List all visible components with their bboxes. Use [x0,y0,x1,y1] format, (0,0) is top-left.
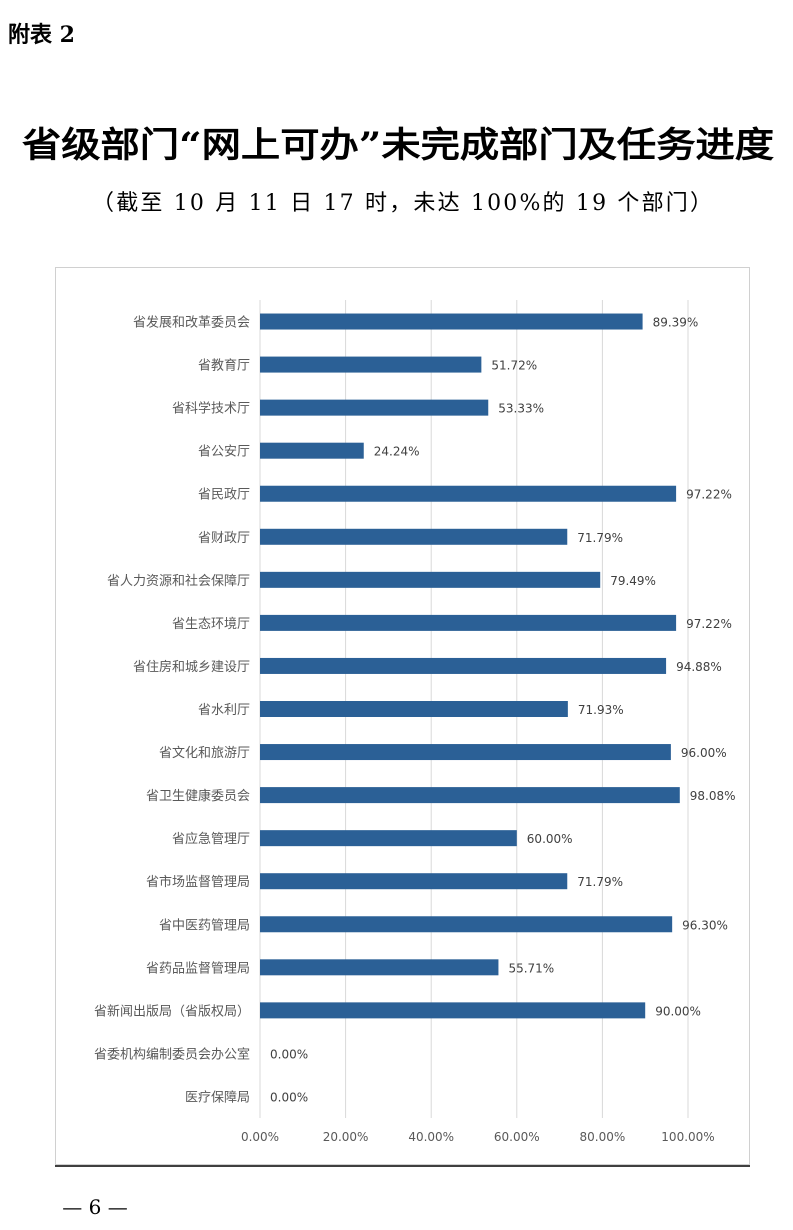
value-label: 71.79% [577,875,623,889]
bar [260,701,568,717]
bar [260,442,364,459]
value-label: 0.00% [270,1090,308,1104]
value-label: 97.22% [686,617,732,631]
value-label: 79.49% [610,574,656,588]
value-label: 55.71% [508,961,554,975]
value-label: 53.33% [498,402,544,416]
category-label: 省文化和旅游厅 [159,746,250,761]
category-label: 省民政厅 [198,488,250,503]
value-label: 90.00% [655,1004,701,1018]
value-label: 96.30% [682,918,728,932]
category-label: 省新闻出版局（省版权局） [94,1003,250,1019]
value-label: 94.88% [676,660,722,674]
bar [260,916,673,933]
chart-frame [55,267,750,1165]
x-tick-label: 80.00% [580,1130,626,1144]
category-label: 省住房和城乡建设厅 [133,659,250,675]
value-label: 60.00% [527,832,573,846]
page-number: — 6 — [62,1195,127,1219]
bar [260,399,489,416]
value-label: 51.72% [491,359,537,373]
category-label: 省科学技术厅 [172,401,250,417]
value-label: 71.79% [577,531,623,545]
x-tick-label: 100.00% [661,1130,714,1144]
bar [260,1002,646,1019]
header: 附表 2 [8,22,75,48]
x-tick-label: 0.00% [241,1130,279,1144]
category-label: 省药品监督管理局 [146,961,250,976]
category-label: 省发展和改革委员会 [133,315,250,331]
category-label: 省财政厅 [198,531,250,546]
bar [260,571,601,588]
category-label: 省卫生健康委员会 [146,788,250,804]
bar [260,356,482,373]
category-label: 省生态环境厅 [172,617,250,632]
value-label: 96.00% [681,746,727,760]
bar [260,873,568,890]
category-label: 省教育厅 [198,358,250,374]
x-tick-label: 40.00% [408,1130,454,1144]
bar [260,657,667,674]
value-label: 71.93% [578,703,624,717]
bar [260,744,671,761]
bar [260,614,677,631]
title: 省级部门“网上可办”未完成部门及任务进度 [22,125,774,166]
bar [260,528,568,545]
x-tick-label: 20.00% [323,1130,369,1144]
category-label: 省应急管理厅 [172,831,250,847]
value-label: 98.08% [690,789,736,803]
category-label: 省人力资源和社会保障厅 [107,573,250,589]
bar [260,830,517,847]
category-label: 省公安厅 [198,445,250,460]
category-label: 省中医药管理局 [159,918,250,933]
category-label: 医疗保障局 [185,1090,250,1105]
category-label: 省市场监督管理局 [146,874,250,890]
value-label: 24.24% [374,445,420,459]
value-label: 97.22% [686,488,732,502]
bar [260,787,680,804]
bar [260,959,499,976]
x-tick-label: 60.00% [494,1130,540,1144]
bar [260,313,643,330]
plot: 0.00% 20.00% 40.00% 60.00% 80.00% 100.00% 省发展和… [94,300,736,1144]
bar [260,485,677,502]
category-label: 省委机构编制委员会办公室 [94,1046,250,1062]
category-label: 省水利厅 [198,703,250,718]
value-label: 89.39% [653,316,699,330]
subtitle: （截至 10 月 11 日 17 时，未达 100%的 19 个部门） [92,191,712,216]
value-label: 0.00% [270,1047,308,1061]
